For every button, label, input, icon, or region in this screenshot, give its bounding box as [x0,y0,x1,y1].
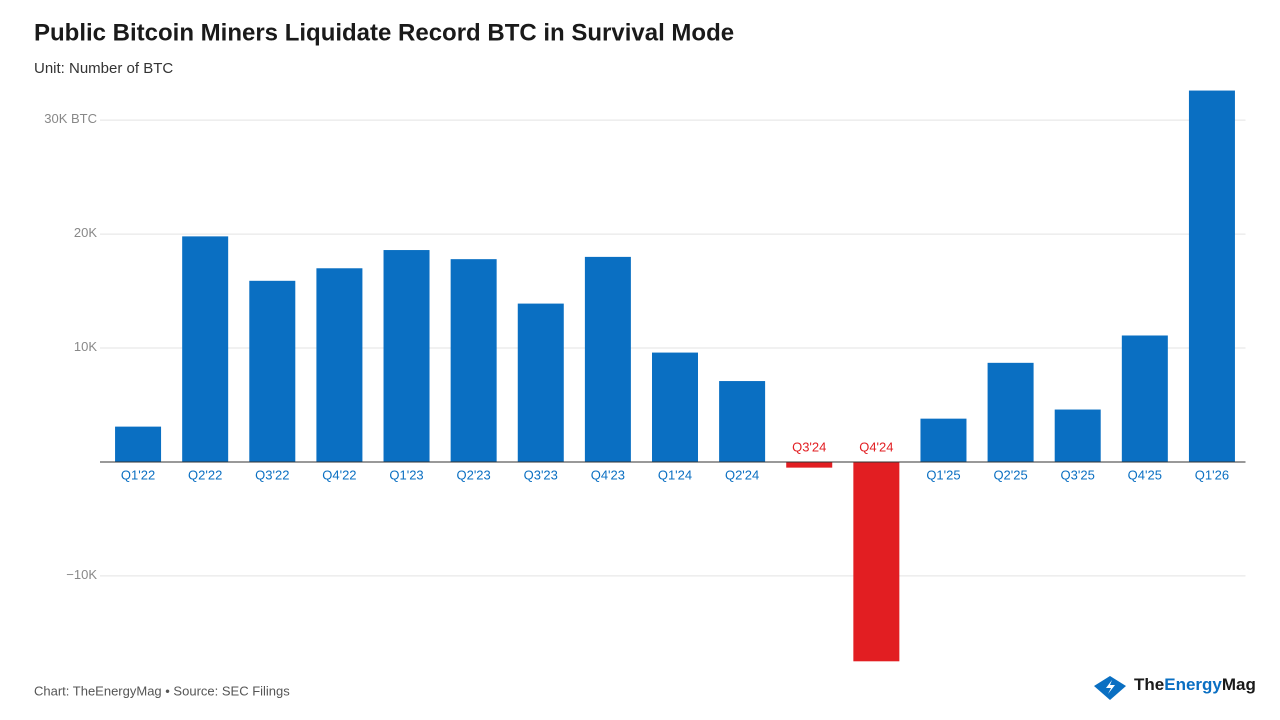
bar [1121,335,1168,462]
y-tick-label: 20K [74,225,97,240]
logo-part: The [1134,675,1164,694]
x-tick-label: Q1'24 [658,467,692,482]
x-tick-label: Q3'24 [792,439,826,454]
chart-subtitle: Unit: Number of BTC [34,60,173,77]
bar [987,362,1034,462]
x-tick-label: Q4'24 [859,439,893,454]
bar [383,250,430,462]
logo-bolt [1106,680,1115,694]
x-tick-label: Q2'25 [993,467,1027,482]
y-tick-label: 10K [74,339,97,354]
source-note: Chart: TheEnergyMag • Source: SEC Filing… [34,683,290,698]
bar [853,461,900,662]
brand-logo: TheEnergyMag [1094,675,1256,700]
x-tick-label: Q1'25 [926,467,960,482]
x-tick-label: Q3'25 [1061,467,1095,482]
y-tick-label: 30K BTC [44,111,97,126]
y-tick-label: −10K [66,567,97,582]
logo-text: TheEnergyMag [1134,675,1256,694]
x-tick-label: Q4'23 [591,467,625,482]
bar [182,236,229,462]
x-tick-label: Q1'22 [121,467,155,482]
bar [786,461,833,468]
x-tick-label: Q4'22 [322,467,356,482]
bar [115,426,162,462]
x-tick-label: Q2'24 [725,467,759,482]
chart-title: Public Bitcoin Miners Liquidate Record B… [34,19,734,46]
bar [920,418,967,462]
x-tick-label: Q3'22 [255,467,289,482]
logo-part: Mag [1222,675,1256,694]
x-tick-label: Q2'22 [188,467,222,482]
x-tick-label: Q2'23 [456,467,490,482]
bar [652,352,698,462]
bar [316,268,363,462]
bar [517,303,564,462]
x-tick-label: Q1'23 [389,467,423,482]
x-tick-label: Q3'23 [524,467,558,482]
bar [450,259,497,462]
bar [584,256,631,462]
bar [719,381,766,462]
bar [1188,90,1235,462]
logo-part: Energy [1164,675,1222,694]
x-tick-label: Q1'26 [1195,467,1229,482]
bar [249,280,296,462]
bar [1054,409,1101,462]
x-tick-label: Q4'25 [1128,467,1162,482]
